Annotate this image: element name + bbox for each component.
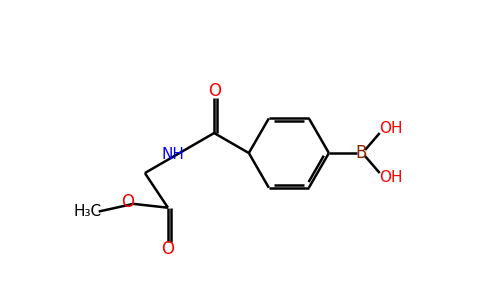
Text: OH: OH <box>379 170 402 185</box>
Text: B: B <box>356 144 367 162</box>
Text: O: O <box>162 240 174 258</box>
Text: O: O <box>208 82 221 100</box>
Text: NH: NH <box>161 147 184 162</box>
Text: H₃C: H₃C <box>74 204 102 219</box>
Text: O: O <box>121 193 134 211</box>
Text: OH: OH <box>379 121 402 136</box>
